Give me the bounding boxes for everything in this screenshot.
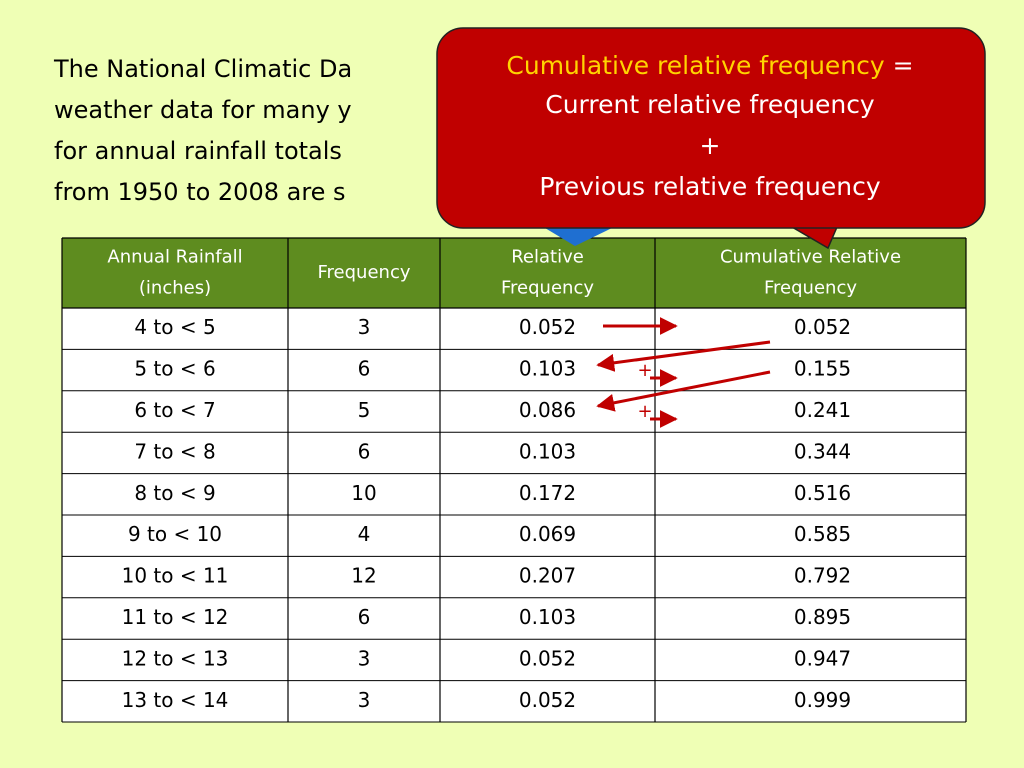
header-cell: Annual Rainfall [107,247,242,268]
table-cell: 0.086 [519,398,576,422]
header-cell: Frequency [501,278,594,299]
table-cell: 10 [351,481,376,505]
table-cell: 0.895 [794,605,851,629]
arrow [596,370,771,412]
paragraph-line: for annual rainfall totals [54,137,342,165]
table-cell: 6 [358,439,371,463]
callout-pointer [545,228,612,246]
table-cell: 0.103 [519,357,576,381]
paragraph-line: weather data for many y [54,96,352,124]
callout-box [436,27,986,229]
table-cell: 0.172 [519,481,576,505]
callout-line: + [700,131,721,160]
table-cell: 0.947 [794,646,851,670]
header-cell: Cumulative Relative [720,247,901,268]
callout: Cumulative relative frequency = Current … [436,27,986,250]
equals: = [893,51,914,80]
table-cell: 9 to < 10 [128,522,222,546]
table-cell: 3 [358,315,371,339]
table-cell: 0.344 [794,439,851,463]
plus: + [637,401,652,422]
table-cell: 0.207 [519,564,576,588]
arrows [596,317,771,428]
table-cell: 4 to < 5 [134,315,215,339]
table-cell: 0.241 [794,398,851,422]
table: Annual Rainfall (inches) Frequency Relative… [61,237,967,723]
header-cell: Frequency [764,278,857,299]
table-cell: 5 to < 6 [134,357,215,381]
table-cell: 11 to < 12 [122,605,229,629]
table-cell: 10 to < 11 [122,564,229,588]
paragraph-line: The National Climatic Da [53,55,352,83]
table-cell: 8 to < 9 [134,481,215,505]
table-cell: 13 to < 14 [122,688,229,712]
table-cell: 0.999 [794,688,851,712]
table-cell: 6 to < 7 [134,398,215,422]
table-cell: 0.155 [794,357,851,381]
table-cell: 3 [358,646,371,670]
table-cell: 0.052 [519,646,576,670]
table-cell: 6 [358,605,371,629]
table-cell: 0.516 [794,481,851,505]
table-cell: 0.585 [794,522,851,546]
table-cell: 0.052 [519,315,576,339]
table-cell: 0.103 [519,439,576,463]
header-cell: Frequency [318,262,411,283]
table-cell: 0.792 [794,564,851,588]
table-cell: 3 [358,688,371,712]
table-cell: 7 to < 8 [134,439,215,463]
header-cell: Relative [511,247,584,268]
header-cell: (inches) [139,278,211,299]
highlight: Cumulative relative frequency [506,51,884,80]
table-cell: 5 [358,398,371,422]
table-cell: 12 to < 13 [122,646,229,670]
table-cell: 4 [358,522,371,546]
plus: + [637,360,652,381]
table-cell: 0.052 [519,688,576,712]
table-cell: 0.103 [519,605,576,629]
callout-line: Previous relative frequency [539,172,880,201]
table-cell: 6 [358,357,371,381]
table-cell: 12 [351,564,376,588]
table-cell: 0.069 [519,522,576,546]
paragraph: The National Climatic Da weather data for… [53,55,352,206]
paragraph-line: from 1950 to 2008 are s [54,178,346,206]
callout-line: Current relative frequency [545,90,875,119]
callout-title: Cumulative relative frequency = [506,51,913,80]
table-header [62,238,966,308]
arrow [596,340,771,372]
table-cell: 0.052 [794,315,851,339]
